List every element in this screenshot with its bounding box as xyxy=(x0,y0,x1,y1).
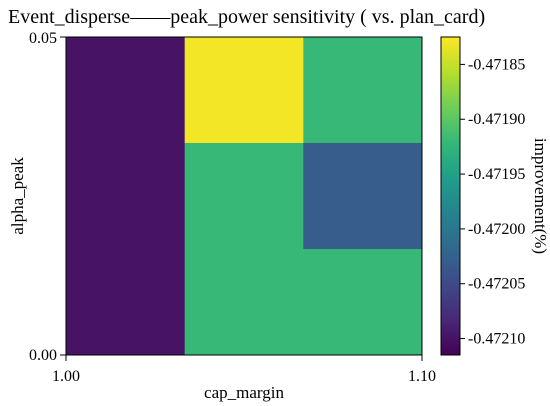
heatmap-cell-r0-c1 xyxy=(184,37,304,144)
heatmap-cell-r0-c0 xyxy=(66,37,186,144)
heatmap-cell-r1-c2 xyxy=(303,143,423,250)
x-axis-label: cap_margin xyxy=(204,383,284,402)
y-axis-label: alpha_peak xyxy=(8,157,27,235)
y-tick-label-bottom: 0.00 xyxy=(29,347,57,364)
colorbar-frame xyxy=(440,36,461,356)
colorbar-tick-label-4: -0.47205 xyxy=(468,276,525,293)
y-tick-label-top: 0.05 xyxy=(29,30,57,47)
x-tick-label-end: 1.10 xyxy=(408,368,436,385)
heatmap-cells xyxy=(66,37,423,356)
heatmap-cell-r0-c2 xyxy=(303,37,423,144)
heatmap-cell-r2-c1 xyxy=(184,249,304,356)
colorbar-ticks: -0.47185 -0.47190 -0.47195 -0.47200 -0.47205… xyxy=(460,56,525,348)
heatmap-cell-r1-c1 xyxy=(184,143,304,250)
colorbar-tick-label-2: -0.47195 xyxy=(468,166,525,183)
heatmap-cell-r1-c0 xyxy=(66,143,186,250)
colorbar-tick-label-0: -0.47185 xyxy=(468,56,525,73)
colorbar-tick-label-1: -0.47190 xyxy=(468,111,525,128)
chart-title: Event_disperse——peak_power sensitivity (… xyxy=(8,6,485,28)
x-tick-label-start: 1.00 xyxy=(52,368,80,385)
colorbar-tick-label-3: -0.47200 xyxy=(468,221,525,238)
colorbar xyxy=(441,37,460,355)
colorbar-label: improvement(%) xyxy=(531,138,550,254)
plot-frame xyxy=(65,36,423,356)
heatmap-cell-r2-c0 xyxy=(66,249,186,356)
colorbar-tick-label-5: -0.47210 xyxy=(468,331,525,348)
heatmap-cell-r2-c2 xyxy=(303,249,423,356)
